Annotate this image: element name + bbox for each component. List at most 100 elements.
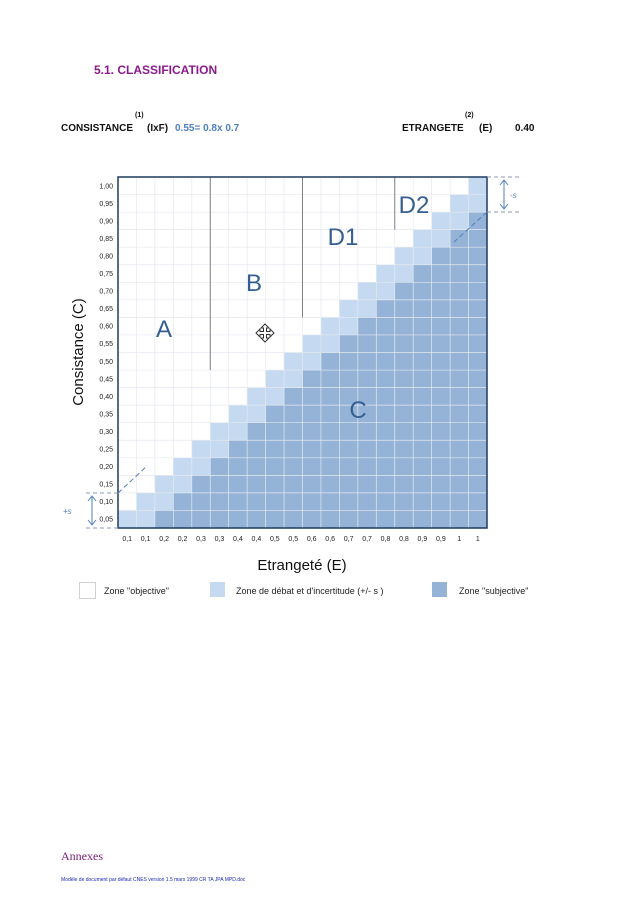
zone-cell	[339, 475, 358, 493]
zone-cell	[357, 194, 377, 213]
zone-cell	[136, 475, 155, 493]
zone-cell	[339, 229, 358, 248]
zone-cell	[247, 334, 266, 353]
consistance-value: 0.55= 0.8x 0.7	[175, 123, 240, 134]
zone-cell	[247, 370, 266, 388]
zone-cell	[191, 177, 211, 195]
zone-cell	[191, 264, 211, 283]
zone-cell	[468, 247, 487, 265]
zone-label-c: C	[349, 397, 366, 424]
zone-cell	[154, 317, 174, 335]
zone-cell	[136, 370, 155, 388]
zone-cell	[173, 422, 192, 441]
minus-s-label: -s	[510, 191, 517, 200]
y-tick-label: 0,30	[99, 429, 113, 436]
zone-cell	[210, 247, 229, 265]
zone-cell	[284, 422, 303, 441]
zone-cell	[173, 282, 192, 300]
zone-cell	[468, 317, 487, 335]
zone-cell	[173, 475, 192, 493]
zone-cell	[191, 387, 211, 406]
zone-cell	[320, 440, 340, 458]
zone-cell	[302, 510, 321, 528]
zone-cell	[394, 352, 414, 371]
zone-cell	[394, 177, 414, 195]
zone-cell	[394, 317, 414, 335]
zone-cell	[154, 475, 174, 493]
zone-cell	[247, 282, 266, 300]
zone-cell	[320, 194, 340, 213]
zone-cell	[413, 264, 432, 283]
zone-cell	[450, 475, 469, 493]
y-tick-label: 0,45	[99, 376, 113, 383]
zone-cell	[394, 299, 414, 318]
zone-cell	[191, 299, 211, 318]
zone-cell	[450, 334, 469, 353]
zone-cell	[320, 229, 340, 248]
y-tick-label: 0,40	[99, 394, 113, 401]
zone-cell	[302, 422, 321, 441]
zone-cell	[339, 334, 358, 353]
zone-cell	[413, 352, 432, 371]
zone-cell	[191, 475, 211, 493]
zone-cell	[265, 457, 285, 476]
zone-cell	[302, 282, 321, 300]
legend-label-objective: Zone "objective"	[104, 586, 169, 596]
x-tick-label: 0,8	[381, 536, 391, 543]
zone-cell	[357, 422, 377, 441]
zone-cell	[431, 264, 451, 283]
zone-cell	[284, 352, 303, 371]
zone-cell	[173, 229, 192, 248]
zone-cell	[136, 422, 155, 441]
zone-cell	[118, 229, 137, 248]
zone-cell	[284, 317, 303, 335]
legend-swatch-subjective	[432, 582, 447, 597]
zone-cell	[228, 299, 248, 318]
footer-title: Annexes	[61, 849, 103, 863]
y-tick-label: 0,85	[99, 236, 113, 243]
zone-cell	[394, 440, 414, 458]
zone-cell	[413, 229, 432, 248]
zone-cell	[247, 510, 266, 528]
zone-cell	[413, 282, 432, 300]
zone-cell	[154, 510, 174, 528]
zone-cell	[154, 370, 174, 388]
zone-cell	[302, 194, 321, 213]
zone-cell	[154, 177, 174, 195]
zone-cell	[431, 334, 451, 353]
zone-cell	[228, 264, 248, 283]
zone-cell	[450, 492, 469, 511]
zone-cell	[357, 317, 377, 335]
zone-cell	[320, 475, 340, 493]
zone-cell	[302, 334, 321, 353]
zone-cell	[431, 492, 451, 511]
zone-cell	[210, 370, 229, 388]
zone-cell	[339, 387, 358, 406]
zone-cell	[431, 475, 451, 493]
zone-cell	[210, 440, 229, 458]
zone-cell	[265, 352, 285, 371]
zone-cell	[450, 177, 469, 195]
zone-cell	[376, 510, 395, 528]
zone-cell	[431, 370, 451, 388]
zone-cell	[210, 212, 229, 230]
zone-cell	[284, 177, 303, 195]
x-axis-label: Etrangeté (E)	[257, 557, 346, 574]
zone-cell	[247, 212, 266, 230]
x-tick-label: 0,2	[178, 536, 188, 543]
zone-cell	[357, 247, 377, 265]
zone-cell	[357, 370, 377, 388]
zone-cell	[210, 317, 229, 335]
zone-cell	[118, 405, 137, 423]
zone-cell	[154, 352, 174, 371]
legend-swatch-debate	[210, 582, 225, 597]
zone-cell	[247, 422, 266, 441]
zone-cell	[450, 194, 469, 213]
zone-cell	[394, 334, 414, 353]
zone-cell	[320, 457, 340, 476]
zone-cell	[431, 510, 451, 528]
zone-cell	[376, 352, 395, 371]
zone-cell	[210, 177, 229, 195]
zone-cell	[265, 212, 285, 230]
y-tick-labels: 1,00 0,95 0,90 0,85 0,80 0,75 0,70 0,65 0,60 0,55…	[99, 183, 113, 523]
